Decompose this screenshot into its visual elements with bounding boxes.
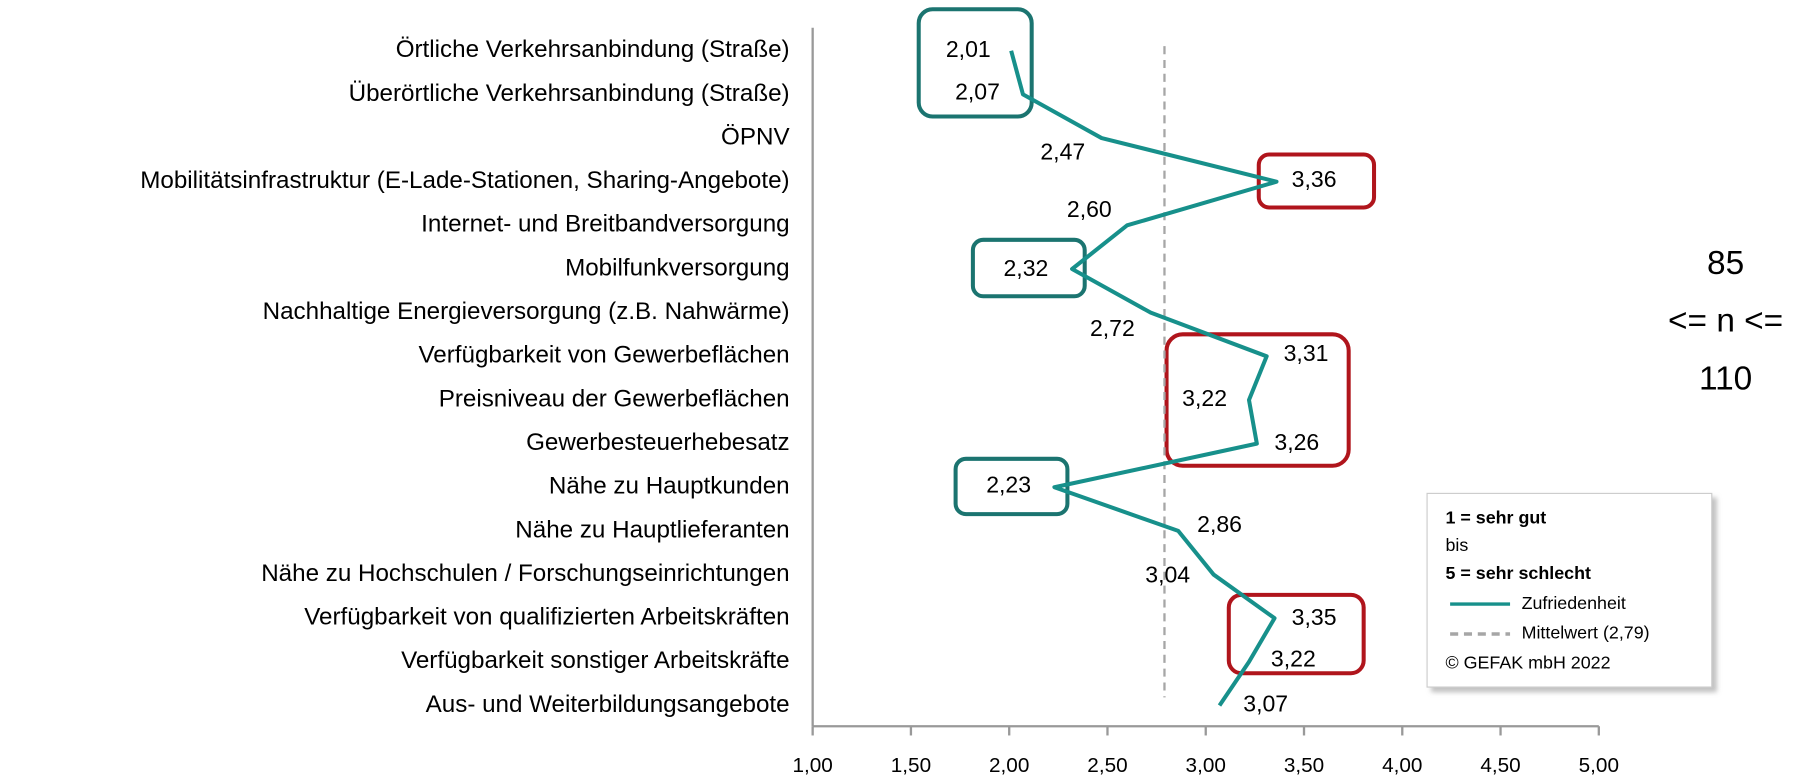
legend-box <box>1426 492 1713 688</box>
category-label: Mobilfunkversorgung <box>565 254 790 281</box>
value-label: 2,86 <box>1197 511 1242 537</box>
category-label: Nachhaltige Energieversorgung (z.B. Nahw… <box>263 298 790 325</box>
legend-label: Mittelwert (2,79) <box>1522 623 1650 643</box>
x-tick-label: 5,00 <box>1579 754 1619 777</box>
highlight-box <box>916 7 1034 119</box>
value-label: 2,01 <box>946 36 991 62</box>
highlight-box <box>1226 592 1366 676</box>
legend-label: Zufriedenheit <box>1522 593 1626 613</box>
legend-copyright: © GEFAK mbH 2022 <box>1446 653 1611 673</box>
value-label: 2,47 <box>1040 138 1085 164</box>
legend-note: bis <box>1446 535 1469 555</box>
category-label: Mobilitätsinfrastruktur (E-Lade-Statione… <box>140 167 789 194</box>
annotation: <= n <= <box>1668 303 1783 340</box>
category-label: Nähe zu Hauptkunden <box>549 473 790 500</box>
value-label: 2,23 <box>986 472 1031 498</box>
highlight-box <box>1256 152 1377 210</box>
value-label: 2,72 <box>1090 315 1135 341</box>
value-label: 3,07 <box>1243 691 1288 717</box>
value-label: 3,36 <box>1292 166 1337 192</box>
category-label: Aus- und Weiterbildungsangebote <box>426 691 790 718</box>
value-label: 2,07 <box>955 78 1000 104</box>
category-label: Nähe zu Hauptlieferanten <box>515 516 789 543</box>
annotation: 85 <box>1707 245 1744 282</box>
category-label: Gewerbesteuerhebesatz <box>526 429 790 456</box>
x-tick-label: 3,00 <box>1186 754 1226 777</box>
legend-note: 5 = sehr schlecht <box>1446 563 1591 583</box>
x-tick-label: 1,50 <box>891 754 931 777</box>
x-tick-label: 2,50 <box>1087 754 1127 777</box>
x-tick-label: 4,50 <box>1480 754 1520 777</box>
series-line <box>1009 50 1279 707</box>
category-label: Internet- und Breitbandversorgung <box>421 211 789 238</box>
x-tick-label: 4,00 <box>1382 754 1422 777</box>
highlight-box <box>1164 332 1351 468</box>
category-label: Örtliche Verkehrsanbindung (Straße) <box>396 36 790 63</box>
category-label: Verfügbarkeit von qualifizierten Arbeits… <box>304 604 789 631</box>
value-label: 3,04 <box>1145 561 1190 587</box>
legend-note: 1 = sehr gut <box>1446 507 1547 527</box>
category-label: Preisniveau der Gewerbeflächen <box>439 385 790 412</box>
x-tick-label: 1,00 <box>792 754 832 777</box>
value-label: 3,35 <box>1292 604 1337 630</box>
value-label: 2,32 <box>1003 255 1048 281</box>
annotation: 110 <box>1699 360 1752 397</box>
highlight-box <box>970 237 1087 299</box>
category-label: ÖPNV <box>721 123 790 150</box>
category-label: Nähe zu Hochschulen / Forschungseinricht… <box>261 560 789 587</box>
x-tick-label: 2,00 <box>989 754 1029 777</box>
value-label: 3,22 <box>1271 646 1316 672</box>
value-label: 3,22 <box>1182 385 1227 411</box>
x-tick-label: 3,50 <box>1284 754 1324 777</box>
category-label: Überörtliche Verkehrsanbindung (Straße) <box>349 80 790 107</box>
category-label: Verfügbarkeit sonstiger Arbeitskräfte <box>401 647 790 674</box>
value-label: 3,31 <box>1284 340 1329 366</box>
value-label: 3,26 <box>1274 429 1319 455</box>
value-label: 2,60 <box>1067 196 1112 222</box>
category-label: Verfügbarkeit von Gewerbeflächen <box>419 342 790 369</box>
